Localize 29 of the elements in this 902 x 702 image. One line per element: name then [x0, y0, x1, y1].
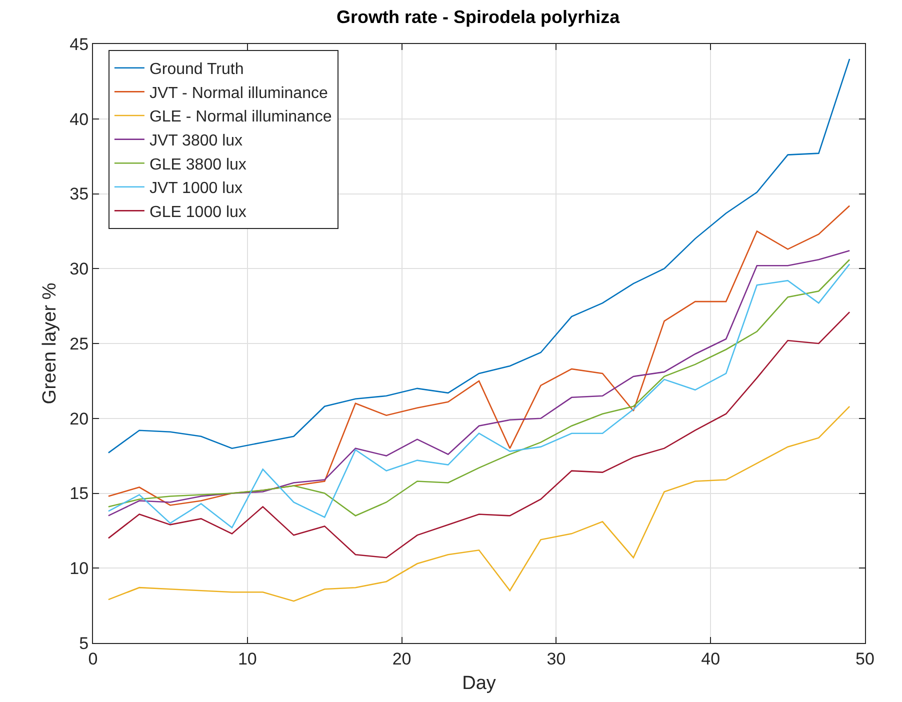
y-tick-label: 40: [70, 110, 89, 129]
x-tick-label: 50: [856, 649, 874, 668]
legend-label: GLE 3800 lux: [149, 156, 246, 174]
legend-label: GLE - Normal illuminance: [149, 108, 332, 126]
x-tick-label: 0: [88, 649, 98, 668]
line-series: [108, 58, 850, 454]
legend-label: JVT 1000 lux: [149, 180, 243, 198]
y-tick-label: 15: [70, 484, 89, 504]
legend-label: Ground Truth: [149, 61, 244, 78]
chart-title: Growth rate - Spirodela polyrhiza: [336, 7, 621, 28]
x-axis-title: Day: [462, 673, 496, 694]
y-tick-label: 25: [70, 334, 89, 354]
line-series: [108, 311, 850, 558]
legend-label: JVT 3800 lux: [149, 132, 243, 150]
y-axis-title: Green layer %: [40, 282, 61, 404]
y-tick-label: 10: [70, 559, 89, 578]
y-tick-label: 45: [70, 34, 89, 54]
x-tick-label: 40: [701, 649, 720, 668]
line-series: [108, 406, 850, 602]
x-tick-label: 10: [238, 649, 257, 668]
y-tick-label: 20: [70, 409, 89, 428]
line-series: [108, 205, 850, 506]
y-tick-label: 35: [70, 184, 89, 204]
x-tick-label: 30: [546, 649, 566, 668]
y-tick-label: 30: [70, 260, 89, 279]
legend-label: JVT - Normal illuminance: [149, 84, 328, 102]
y-tick-label: 5: [79, 634, 89, 653]
legend-label: GLE 1000 lux: [149, 204, 246, 221]
x-tick-label: 20: [392, 649, 412, 668]
